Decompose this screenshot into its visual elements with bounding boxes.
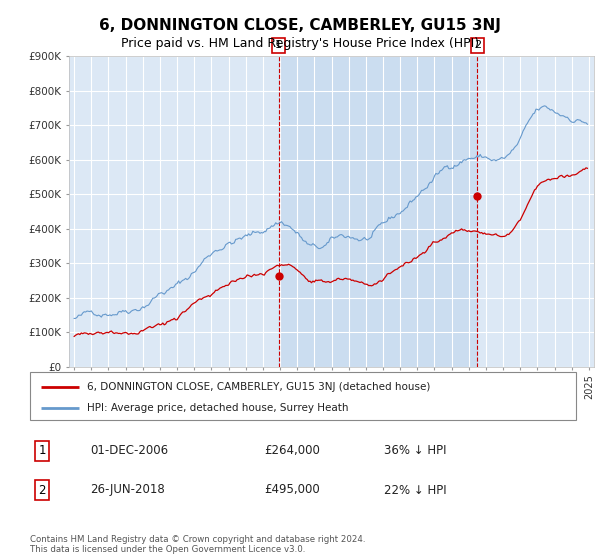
Text: 26-JUN-2018: 26-JUN-2018 [90, 483, 165, 497]
Text: HPI: Average price, detached house, Surrey Heath: HPI: Average price, detached house, Surr… [88, 403, 349, 413]
Text: 1: 1 [275, 40, 282, 50]
Text: 2: 2 [38, 483, 46, 497]
Bar [278, 56, 478, 367]
Text: 01-DEC-2006: 01-DEC-2006 [90, 444, 168, 458]
Text: 6, DONNINGTON CLOSE, CAMBERLEY, GU15 3NJ: 6, DONNINGTON CLOSE, CAMBERLEY, GU15 3NJ [99, 18, 501, 32]
Text: Contains HM Land Registry data © Crown copyright and database right 2024.
This d: Contains HM Land Registry data © Crown c… [30, 535, 365, 554]
Text: 1: 1 [38, 444, 46, 458]
Text: 6, DONNINGTON CLOSE, CAMBERLEY, GU15 3NJ (detached house): 6, DONNINGTON CLOSE, CAMBERLEY, GU15 3NJ… [88, 382, 431, 391]
FancyBboxPatch shape [30, 372, 576, 420]
Text: 22% ↓ HPI: 22% ↓ HPI [384, 483, 446, 497]
Text: £495,000: £495,000 [264, 483, 320, 497]
Text: Price paid vs. HM Land Registry's House Price Index (HPI): Price paid vs. HM Land Registry's House … [121, 37, 479, 50]
Text: 2: 2 [474, 40, 481, 50]
Text: 36% ↓ HPI: 36% ↓ HPI [384, 444, 446, 458]
Text: £264,000: £264,000 [264, 444, 320, 458]
